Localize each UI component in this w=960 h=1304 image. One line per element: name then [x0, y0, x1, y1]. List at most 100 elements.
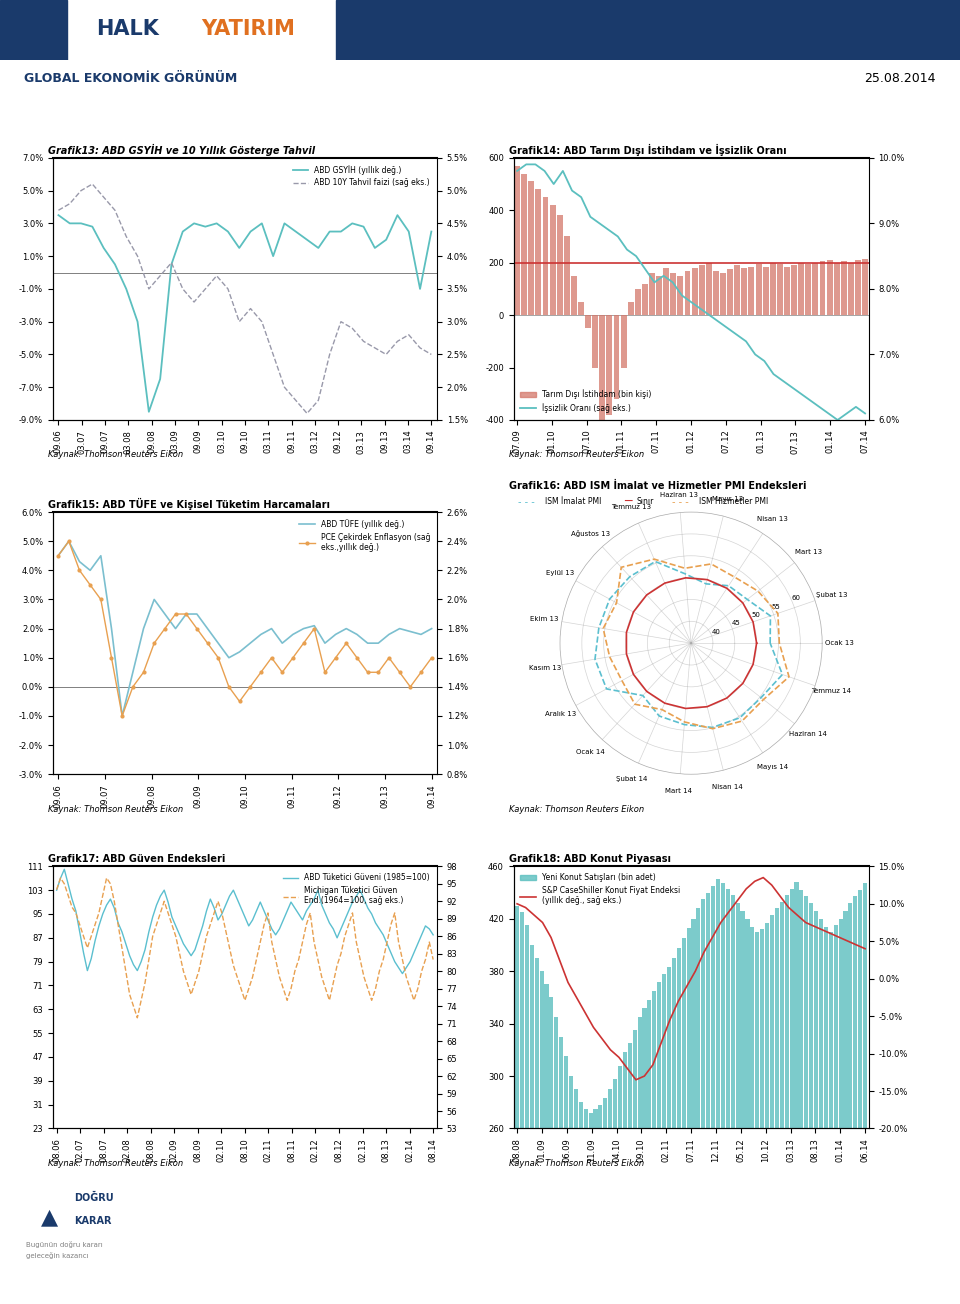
Bar [800, 889, 804, 1304]
Text: Grafik18: ABD Konut Piyasası: Grafik18: ABD Konut Piyasası [509, 854, 671, 865]
Bar [749, 266, 755, 316]
Bar [530, 945, 534, 1304]
Bar [706, 262, 711, 316]
Text: Bugünün doğru kararı: Bugünün doğru kararı [26, 1241, 103, 1248]
Bar [540, 971, 543, 1304]
Bar [677, 948, 681, 1304]
Text: HALK: HALK [96, 18, 158, 39]
Bar [720, 273, 726, 316]
Bar [777, 263, 782, 316]
Bar [707, 892, 710, 1304]
Bar [662, 974, 666, 1304]
Bar [535, 958, 539, 1304]
Bar [613, 1078, 617, 1304]
Bar [578, 303, 584, 316]
Bar [814, 911, 818, 1304]
Text: ISM İmalat PMI: ISM İmalat PMI [545, 497, 602, 506]
Bar [858, 889, 862, 1304]
Bar [663, 267, 669, 316]
Legend: Tarım Dışı İstihdam (bin kişi), İşsizlik Oranı (sağ eks.): Tarım Dışı İstihdam (bin kişi), İşsizlik… [517, 386, 655, 416]
Text: Kaynak: Thomson Reuters Eikon: Kaynak: Thomson Reuters Eikon [509, 1159, 644, 1168]
Bar [574, 1089, 578, 1304]
Bar [667, 968, 671, 1304]
Bar [827, 259, 832, 316]
Bar [608, 1089, 612, 1304]
Bar [731, 895, 734, 1304]
Text: Kaynak: Thomson Reuters Eikon: Kaynak: Thomson Reuters Eikon [509, 805, 644, 814]
Bar [770, 262, 776, 316]
Bar [593, 1108, 597, 1304]
Text: Grafik16: ABD ISM İmalat ve Hizmetler PMI Endeksleri: Grafik16: ABD ISM İmalat ve Hizmetler PM… [509, 481, 806, 490]
Bar [528, 181, 535, 316]
Bar [791, 265, 797, 316]
Legend: Yeni Konut Satışları (bin adet), S&P CaseShiller Konut Fiyat Endeksi
(yıllık değ: Yeni Konut Satışları (bin adet), S&P Cas… [517, 870, 684, 909]
Bar [795, 882, 799, 1304]
Text: Kaynak: Thomson Reuters Eikon: Kaynak: Thomson Reuters Eikon [48, 805, 183, 814]
Text: - - -: - - - [672, 497, 688, 507]
Bar [635, 289, 640, 316]
Legend: ABD TÜFE (yıllık değ.), PCE Çekirdek Enflasyon (sağ
eks.,yıllık değ.): ABD TÜFE (yıllık değ.), PCE Çekirdek Enf… [297, 516, 433, 556]
Bar [554, 1017, 559, 1304]
Bar [586, 316, 591, 329]
Bar [584, 1108, 588, 1304]
Bar [780, 902, 783, 1304]
Bar [701, 898, 706, 1304]
Text: YATIRIM: YATIRIM [202, 18, 296, 39]
Bar [672, 958, 676, 1304]
Bar [863, 883, 867, 1304]
Bar [684, 270, 690, 316]
Text: ─: ─ [624, 496, 632, 509]
Bar [623, 1052, 627, 1304]
Bar [765, 923, 769, 1304]
Bar [751, 927, 755, 1304]
Bar [833, 926, 838, 1304]
Bar [682, 939, 685, 1304]
Bar [862, 258, 868, 316]
Bar [686, 928, 690, 1304]
Bar [841, 261, 847, 316]
Bar [762, 266, 769, 316]
Bar [760, 930, 764, 1304]
Bar [557, 215, 563, 316]
Bar [770, 915, 774, 1304]
Text: geleceğin kazancı: geleceğin kazancı [26, 1252, 89, 1260]
Bar [603, 1098, 608, 1304]
Bar [828, 932, 833, 1304]
Text: ▲: ▲ [40, 1208, 58, 1227]
Bar [647, 1000, 652, 1304]
Bar [628, 303, 634, 316]
Bar [775, 909, 779, 1304]
Legend: ABD GSYİH (yıllık değ.), ABD 10Y Tahvil faizi (sağ eks.): ABD GSYİH (yıllık değ.), ABD 10Y Tahvil … [290, 162, 433, 190]
Bar [805, 263, 811, 316]
Bar [658, 982, 661, 1304]
Bar [571, 275, 577, 316]
Bar [515, 166, 520, 316]
Bar [848, 262, 853, 316]
Bar [628, 1043, 632, 1304]
Text: - - -: - - - [518, 497, 535, 507]
Bar [678, 275, 684, 316]
Bar [734, 265, 740, 316]
Bar [521, 173, 527, 316]
Bar [642, 284, 648, 316]
Bar [691, 267, 698, 316]
Bar [607, 316, 612, 415]
Bar [849, 904, 852, 1304]
Text: Grafik13: ABD GSYİH ve 10 Yıllık Gösterge Tahvil: Grafik13: ABD GSYİH ve 10 Yıllık Gösterg… [48, 143, 315, 156]
Bar [564, 236, 569, 316]
Bar [618, 1065, 622, 1304]
Bar [741, 267, 747, 316]
Legend: ABD Tüketici Güveni (1985=100), Michigan Tüketici Güven
End.(1964=100, sağ eks.): ABD Tüketici Güveni (1985=100), Michigan… [280, 870, 433, 909]
Text: KARAR: KARAR [74, 1217, 111, 1226]
Bar [652, 991, 657, 1304]
Bar [819, 919, 823, 1304]
Bar [542, 197, 548, 316]
Bar [798, 262, 804, 316]
Text: DOĞRU: DOĞRU [74, 1193, 113, 1204]
Bar [525, 926, 529, 1304]
Bar [740, 911, 745, 1304]
Bar [579, 1102, 583, 1304]
Bar [592, 316, 598, 368]
Bar [853, 896, 857, 1304]
Bar [833, 262, 840, 316]
